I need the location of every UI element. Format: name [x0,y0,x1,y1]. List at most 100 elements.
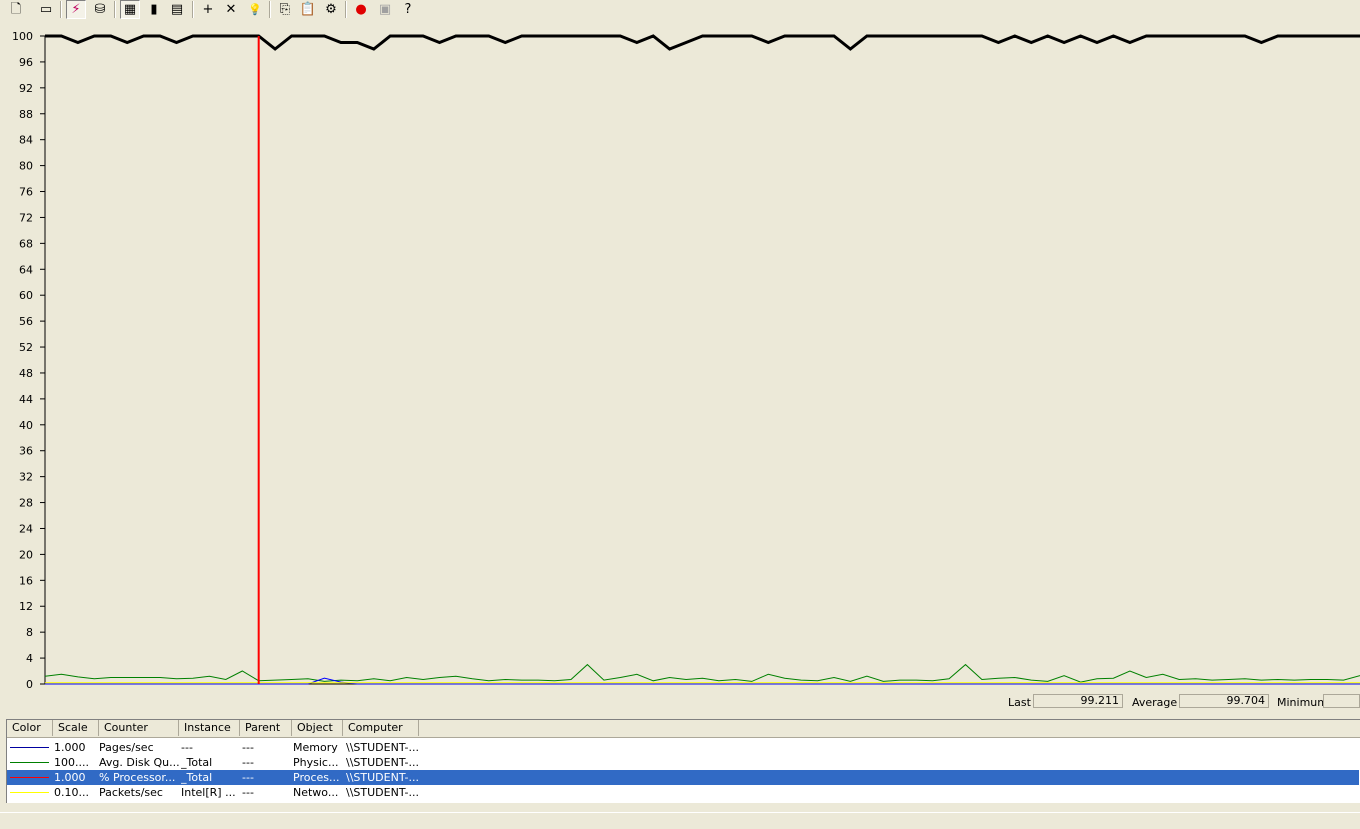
counter-object-cell: Memory [293,741,338,754]
view-graph-icon: ▦ [123,2,137,17]
performance-graph: 1009692888480767268646056524844403632282… [12,30,1360,690]
y-tick-label: 80 [19,160,33,173]
view-histogram-icon: ▮ [150,2,158,17]
y-tick-label: 60 [19,289,33,302]
y-tick-label: 72 [19,211,33,224]
view-log-data-icon: ⛁ [94,2,106,17]
view-report-icon: ▤ [170,2,184,17]
y-tick-label: 68 [19,237,33,250]
column-header-counter[interactable]: Counter [99,720,179,736]
view-histogram-button[interactable]: ▮ [144,0,164,19]
last-value: 99.211 [1033,694,1123,708]
toolbar-separator [269,1,271,18]
counter-computer-cell: \\STUDENT-... [346,786,419,799]
y-tick-label: 100 [12,30,33,43]
counter-scale-cell: 1.000 [54,741,86,754]
counter-color-swatch [10,792,49,793]
properties-button[interactable]: ⚙ [321,0,341,19]
y-tick-label: 36 [19,445,33,458]
view-report-button[interactable]: ▤ [167,0,187,19]
y-tick-label: 76 [19,186,33,199]
counter-scale-cell: 100.... [54,756,89,769]
update-data-button[interactable]: ▣ [375,0,395,19]
column-header-color[interactable]: Color [7,720,53,736]
clear-display-button[interactable]: ▭ [36,0,56,19]
new-counter-set-button[interactable]: 🗋 [6,0,26,19]
column-header-parent[interactable]: Parent [240,720,292,736]
counter-counter-cell: Packets/sec [99,786,163,799]
delete-counter-icon: ✕ [225,2,237,17]
highlight-button[interactable]: 💡 [245,0,265,19]
counter-parent-cell: --- [242,756,254,769]
copy-properties-icon: ⎘ [279,2,291,17]
y-tick-label: 16 [19,574,33,587]
series-line-1 [44,663,1360,683]
statistics-bar: Last 99.211 Average 99.704 Minimum [0,692,1360,712]
view-log-data-button[interactable]: ⛁ [90,0,110,19]
counter-instance-cell: --- [181,741,193,754]
counter-parent-cell: --- [242,741,254,754]
counter-instance-cell: _Total [181,756,213,769]
counter-color-swatch [10,762,49,763]
y-tick-label: 52 [19,341,33,354]
y-tick-label: 88 [19,108,33,121]
counter-color-swatch [10,777,49,778]
counter-list-header: Color Scale Counter Instance Parent Object Com… [7,720,1360,738]
y-tick-label: 12 [19,600,33,613]
column-header-instance[interactable]: Instance [179,720,240,736]
column-header-object[interactable]: Object [292,720,343,736]
y-tick-label: 0 [26,678,33,690]
minimum-value [1323,694,1360,708]
counter-row[interactable]: 0.10... Packets/sec Intel[R] ... --- Netwo..… [7,785,1359,800]
y-tick-label: 56 [19,315,33,328]
column-header-scale[interactable]: Scale [53,720,99,736]
update-data-icon: ▣ [378,2,392,17]
counter-color-swatch [10,747,49,748]
counter-row[interactable]: 1.000 % Processor... _Total --- Proces... \\S… [7,770,1359,785]
y-tick-label: 20 [19,548,33,561]
y-tick-label: 92 [19,82,33,95]
counter-scale-cell: 0.10... [54,786,89,799]
copy-properties-button[interactable]: ⎘ [275,0,295,19]
y-tick-label: 8 [26,626,33,639]
add-counter-button[interactable]: + [198,0,218,19]
counter-list[interactable]: Color Scale Counter Instance Parent Object Com… [6,719,1360,803]
counter-scale-cell: 1.000 [54,771,86,784]
counter-parent-cell: --- [242,786,254,799]
y-tick-label: 44 [19,393,33,406]
properties-icon: ⚙ [325,2,337,17]
counter-counter-cell: Pages/sec [99,741,154,754]
view-graph-button[interactable]: ▦ [120,0,140,19]
counter-computer-cell: \\STUDENT-... [346,771,419,784]
help-button[interactable]: ? [398,0,418,19]
counter-computer-cell: \\STUDENT-... [346,741,419,754]
new-counter-set-icon: 🗋 [10,2,22,17]
series-line-0 [45,34,1360,51]
clear-display-icon: ▭ [39,2,53,17]
y-tick-label: 96 [19,56,33,69]
y-tick-label: 40 [19,419,33,432]
freeze-display-button[interactable]: ● [351,0,371,19]
paste-counter-list-button[interactable]: 📋 [298,0,318,19]
help-icon: ? [404,2,412,17]
column-header-computer[interactable]: Computer [343,720,419,736]
series-line-2 [45,677,1360,685]
highlight-icon: 💡 [248,3,262,16]
y-tick-label: 64 [19,263,33,276]
y-tick-label: 32 [19,471,33,484]
y-tick-label: 28 [19,497,33,510]
minimum-label: Minimum [1277,696,1328,709]
delete-counter-button[interactable]: ✕ [221,0,241,19]
counter-object-cell: Physic... [293,756,339,769]
toolbar-separator [60,1,62,18]
freeze-display-icon: ● [355,2,367,17]
counter-row[interactable]: 1.000 Pages/sec --- --- Memory \\STUDENT-... [7,740,1359,755]
y-tick-label: 24 [19,522,33,535]
average-label: Average [1132,696,1178,709]
view-current-activity-button[interactable]: ⚡ [66,0,86,19]
counter-counter-cell: % Processor... [99,771,176,784]
toolbar: 🗋 ▭ ⚡ ⛁ ▦ ▮ ▤ + ✕ 💡 ⎘ 📋 ⚙ ● ▣? [0,0,1360,20]
y-axis: 1009692888480767268646056524844403632282… [12,30,1360,690]
counter-row[interactable]: 100.... Avg. Disk Qu... _Total --- Physic...… [7,755,1359,770]
counter-counter-cell: Avg. Disk Qu... [99,756,179,769]
